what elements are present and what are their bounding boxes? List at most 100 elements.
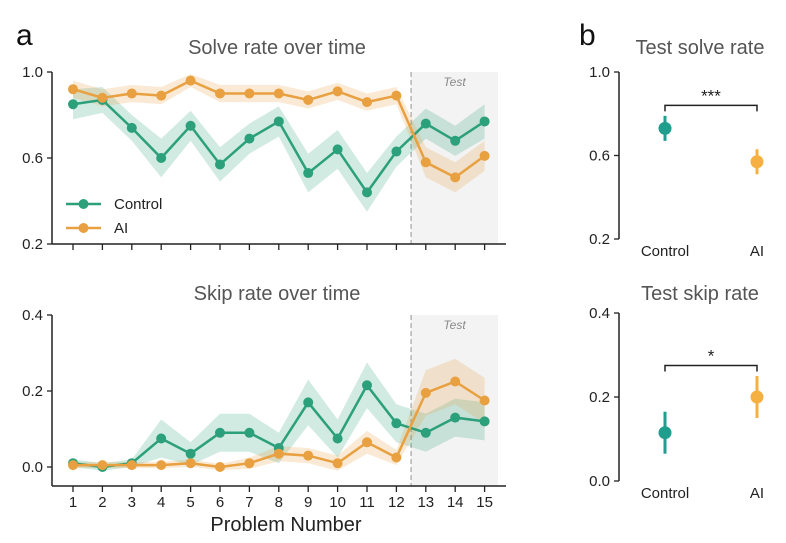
data-point-control: [332, 433, 343, 444]
data-point-ai: [273, 448, 284, 459]
y-tick-label: 1.0: [589, 64, 610, 81]
y-tick-label: 0.2: [22, 383, 43, 400]
data-point-ai: [420, 387, 431, 398]
x-tick-label: 8: [275, 494, 283, 511]
x-tick-label: 14: [447, 494, 464, 511]
y-tick-label: 0.2: [589, 389, 610, 406]
test-skip-rate-title: Test skip rate: [641, 283, 759, 305]
data-point-ai: [332, 458, 343, 469]
test-region-label: Test: [443, 318, 466, 332]
y-tick-label: 0.6: [589, 148, 610, 165]
data-point-ai: [244, 88, 255, 99]
test-region-label: Test: [443, 75, 466, 89]
panel-letter-b: b: [579, 19, 596, 52]
data-point-control: [362, 187, 372, 198]
mean-point-ai: [750, 390, 764, 404]
x-tick-label: 1: [69, 494, 77, 511]
y-tick-label: 1.0: [22, 64, 43, 81]
x-tick-label: 10: [329, 494, 346, 511]
ci-band-ai: [73, 358, 485, 471]
data-point-control: [420, 427, 431, 438]
data-point-ai: [68, 460, 78, 471]
x-tick-label: 7: [245, 494, 253, 511]
data-point-ai: [332, 86, 343, 97]
data-point-ai: [126, 88, 137, 99]
data-point-ai: [391, 452, 402, 463]
solve-rate-title: Solve rate over time: [188, 37, 366, 59]
data-point-ai: [479, 150, 490, 161]
data-point-ai: [97, 92, 108, 103]
data-point-ai: [391, 90, 402, 101]
data-point-ai: [303, 450, 314, 461]
legend-label-control: Control: [114, 196, 162, 213]
data-point-control: [185, 448, 196, 459]
x-tick-label: 11: [359, 494, 375, 511]
x-axis-label: Problem Number: [210, 514, 362, 536]
data-point-ai: [156, 460, 167, 471]
legend-label-ai: AI: [114, 220, 128, 237]
data-point-ai: [244, 458, 255, 469]
data-point-control: [450, 135, 461, 146]
x-tick-label: 3: [128, 494, 136, 511]
data-point-control: [450, 412, 461, 423]
data-point-control: [479, 116, 490, 127]
legend-marker-ai: [78, 223, 89, 233]
x-tick-label: 12: [388, 494, 405, 511]
data-point-control: [244, 427, 255, 438]
data-point-ai: [450, 172, 461, 183]
data-point-control: [479, 416, 490, 427]
x-tick-label: 13: [417, 494, 434, 511]
data-point-ai: [420, 157, 431, 168]
data-point-control: [185, 120, 196, 131]
category-label-control: Control: [641, 485, 689, 502]
data-point-ai: [479, 395, 490, 406]
x-tick-label: 15: [476, 494, 493, 511]
data-point-control: [68, 99, 78, 110]
data-point-control: [391, 418, 402, 429]
data-point-control: [126, 122, 137, 133]
category-label-control: Control: [641, 243, 689, 260]
x-tick-label: 5: [186, 494, 194, 511]
mean-point-ai: [750, 155, 764, 169]
panel-letter-a: a: [16, 19, 33, 52]
y-tick-label: 0.0: [22, 459, 43, 476]
y-tick-label: 0.0: [589, 473, 610, 490]
skip-rate-chart: Skip rate over time Problem Number Test 0…: [22, 283, 506, 536]
data-point-ai: [97, 460, 108, 471]
data-point-control: [273, 116, 284, 127]
test-skip-rate-chart: Test skip rate 0.4 0.2 0.0 Control AI *: [589, 283, 764, 502]
data-point-ai: [126, 460, 137, 471]
ci-band-control: [73, 87, 485, 212]
significance-stars: ***: [701, 86, 721, 105]
y-tick-label: 0.4: [589, 305, 610, 322]
mean-point-control: [658, 426, 672, 440]
skip-rate-title: Skip rate over time: [194, 283, 361, 305]
x-tick-label: 4: [157, 494, 165, 511]
data-point-control: [362, 380, 372, 391]
data-point-ai: [215, 462, 225, 472]
data-point-control: [215, 427, 225, 438]
data-point-ai: [450, 376, 461, 387]
ci-band-control: [73, 362, 485, 471]
significance-bracket: [664, 364, 758, 372]
data-point-control: [420, 118, 431, 129]
data-point-ai: [362, 437, 372, 448]
x-tick-label: 6: [216, 494, 224, 511]
y-tick-label: 0.2: [22, 236, 43, 253]
data-point-ai: [303, 94, 314, 105]
ci-band-ai: [73, 74, 485, 193]
data-point-ai: [185, 75, 196, 86]
data-point-ai: [215, 88, 225, 99]
y-tick-label: 0.6: [22, 150, 43, 167]
data-point-ai: [68, 84, 78, 95]
category-label-ai: AI: [750, 485, 764, 502]
data-point-control: [391, 146, 402, 157]
mean-point-control: [658, 121, 672, 135]
solve-rate-chart: Solve rate over time Test 1.0 0.6 0.2 Contro…: [22, 37, 506, 253]
data-point-control: [156, 153, 167, 163]
category-label-ai: AI: [750, 243, 764, 260]
x-tick-label: 2: [98, 494, 106, 511]
test-solve-rate-chart: Test solve rate 1.0 0.6 0.2 Control AI ***: [589, 37, 764, 260]
test-solve-rate-title: Test solve rate: [636, 37, 765, 59]
data-point-ai: [362, 97, 372, 108]
